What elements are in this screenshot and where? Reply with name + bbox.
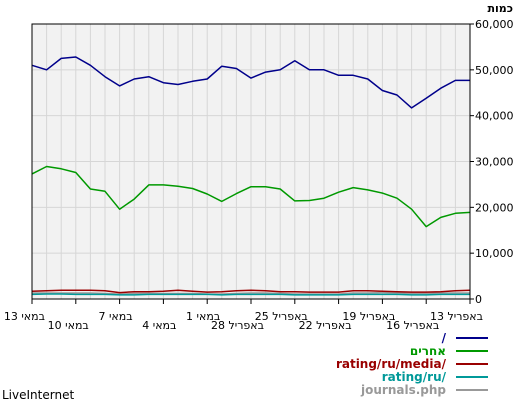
y-axis-label: כמות <box>488 2 513 15</box>
x-tick-label: 25 באפריל <box>255 310 308 323</box>
x-tick-label: 7 במאי <box>98 310 132 323</box>
y-tick-label: 0 <box>475 293 482 306</box>
y-tick-label: 30,000 <box>475 156 514 169</box>
y-tick-label: 10,000 <box>475 247 514 260</box>
series-line-3 <box>31 293 470 296</box>
x-axis: 13 במאי 7 במאי 1 במאי 25 באפריל 19 באפריל 13 … <box>4 299 483 332</box>
x-tick-label: 22 באפריל <box>299 319 352 332</box>
y-tick-label: 40,000 <box>475 110 514 123</box>
x-tick-label: 19 באפריל <box>342 310 395 323</box>
legend: /אחריםrating/ru/media/rating/ru/journals… <box>336 331 488 397</box>
legend-label: אחרים <box>410 344 446 358</box>
y-tick-label: 50,000 <box>475 64 514 77</box>
series-line-0 <box>31 56 470 109</box>
x-tick-label: 4 במאי <box>142 319 176 332</box>
x-tick-label: 13 במאי <box>4 310 45 323</box>
y-axis: 0 10,000 20,000 30,000 40,000 50,000 60,000 <box>470 18 514 306</box>
legend-label: journals.php <box>360 383 446 397</box>
x-tick-label: 16 באפריל <box>386 319 439 332</box>
x-tick-label: 13 באפריל <box>430 310 483 323</box>
y-tick-label: 20,000 <box>475 201 514 214</box>
series-line-4 <box>32 291 470 295</box>
series-line-2 <box>31 289 471 294</box>
x-tick-label: 1 במאי <box>186 310 220 323</box>
legend-label: rating/ru/ <box>382 370 447 384</box>
series-layer <box>31 56 471 296</box>
legend-label: rating/ru/media/ <box>336 357 447 371</box>
legend-label: / <box>442 331 447 345</box>
x-tick-label: 10 במאי <box>48 319 89 332</box>
x-tick-label: 28 באפריל <box>211 319 264 332</box>
series-line-1 <box>31 165 471 228</box>
brand-label: LiveInternet <box>2 388 74 402</box>
y-tick-label: 60,000 <box>475 18 514 31</box>
